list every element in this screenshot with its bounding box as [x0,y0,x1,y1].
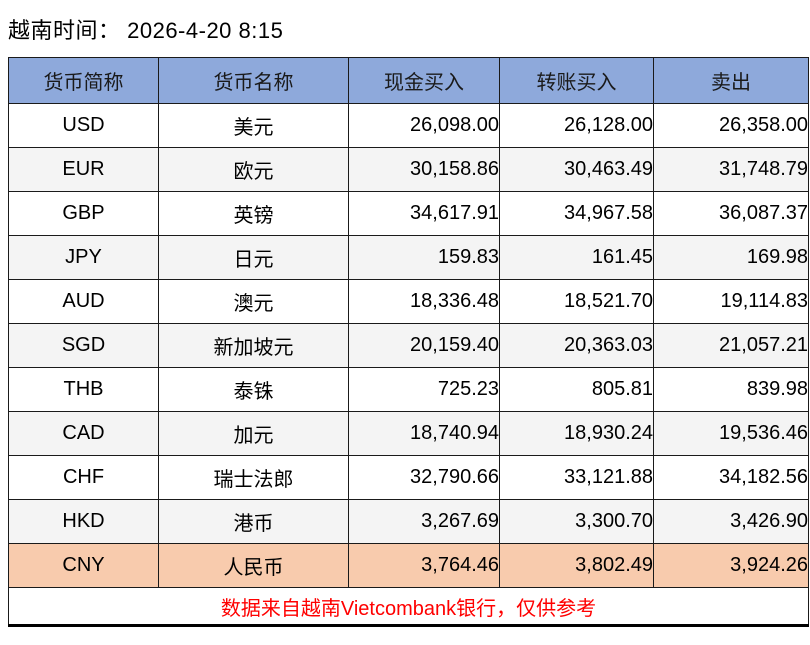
cell-cash_buy: 26,098.00 [348,103,500,148]
cell-transfer_buy: 3,300.70 [499,499,654,544]
table-body: USD 美元 26,098.00 26,128.00 26,358.00 EUR 欧元 30,… [8,103,809,588]
cell-name: 美元 [158,103,349,148]
cell-transfer_buy: 805.81 [499,367,654,412]
cell-cash_buy: 30,158.86 [348,147,500,192]
column-header: 货币名称 [158,57,349,104]
cell-cash_buy: 725.23 [348,367,500,412]
title-bar: 越南时间： 2026-4-20 8:15 [0,0,810,57]
column-header: 卖出 [653,57,809,104]
cell-code: EUR [8,147,159,192]
table-footer-row: 数据来自越南Vietcombank银行，仅供参考 [8,587,809,627]
exchange-rate-table: 货币简称 货币名称 现金买入 转账买入 卖出 USD 美元 26,098.00 26,128.… [8,57,809,627]
cell-code: SGD [8,323,159,368]
cell-sell: 26,358.00 [653,103,809,148]
cell-cash_buy: 3,267.69 [348,499,500,544]
table-row: THB 泰铢 725.23 805.81 839.98 [8,367,809,412]
cell-name: 欧元 [158,147,349,192]
cell-transfer_buy: 34,967.58 [499,191,654,236]
cell-sell: 34,182.56 [653,455,809,500]
cell-code: USD [8,103,159,148]
cell-code: CAD [8,411,159,456]
table-row: CHF 瑞士法郎 32,790.66 33,121.88 34,182.56 [8,455,809,500]
cell-name: 加元 [158,411,349,456]
cell-transfer_buy: 161.45 [499,235,654,280]
cell-code: AUD [8,279,159,324]
cell-name: 新加坡元 [158,323,349,368]
cell-transfer_buy: 3,802.49 [499,543,654,588]
cell-transfer_buy: 30,463.49 [499,147,654,192]
cell-sell: 169.98 [653,235,809,280]
cell-code: CHF [8,455,159,500]
cell-code: GBP [8,191,159,236]
table-row: USD 美元 26,098.00 26,128.00 26,358.00 [8,103,809,148]
cell-name: 瑞士法郎 [158,455,349,500]
table-head: 货币简称 货币名称 现金买入 转账买入 卖出 [8,57,809,104]
table-row: CAD 加元 18,740.94 18,930.24 19,536.46 [8,411,809,456]
table-row: EUR 欧元 30,158.86 30,463.49 31,748.79 [8,147,809,192]
cell-name: 港币 [158,499,349,544]
cell-code: JPY [8,235,159,280]
cell-transfer_buy: 20,363.03 [499,323,654,368]
cell-sell: 36,087.37 [653,191,809,236]
cell-sell: 21,057.21 [653,323,809,368]
cell-code: THB [8,367,159,412]
cell-transfer_buy: 26,128.00 [499,103,654,148]
table-row: HKD 港币 3,267.69 3,300.70 3,426.90 [8,499,809,544]
table-row: CNY 人民币 3,764.46 3,802.49 3,924.26 [8,543,809,588]
table-foot: 数据来自越南Vietcombank银行，仅供参考 [8,587,809,627]
column-header: 货币简称 [8,57,159,104]
table-header-row: 货币简称 货币名称 现金买入 转账买入 卖出 [8,57,809,104]
cell-cash_buy: 18,740.94 [348,411,500,456]
cell-sell: 19,114.83 [653,279,809,324]
table-row: AUD 澳元 18,336.48 18,521.70 19,114.83 [8,279,809,324]
cell-code: CNY [8,543,159,588]
source-note: 数据来自越南Vietcombank银行，仅供参考 [8,587,809,627]
cell-transfer_buy: 18,930.24 [499,411,654,456]
cell-cash_buy: 3,764.46 [348,543,500,588]
cell-name: 人民币 [158,543,349,588]
cell-transfer_buy: 33,121.88 [499,455,654,500]
cell-transfer_buy: 18,521.70 [499,279,654,324]
cell-cash_buy: 32,790.66 [348,455,500,500]
cell-name: 澳元 [158,279,349,324]
cell-sell: 839.98 [653,367,809,412]
cell-code: HKD [8,499,159,544]
cell-name: 英镑 [158,191,349,236]
cell-sell: 3,924.26 [653,543,809,588]
cell-sell: 31,748.79 [653,147,809,192]
cell-cash_buy: 18,336.48 [348,279,500,324]
table-row: SGD 新加坡元 20,159.40 20,363.03 21,057.21 [8,323,809,368]
cell-name: 泰铢 [158,367,349,412]
cell-sell: 19,536.46 [653,411,809,456]
cell-sell: 3,426.90 [653,499,809,544]
cell-cash_buy: 34,617.91 [348,191,500,236]
column-header: 转账买入 [499,57,654,104]
cell-cash_buy: 20,159.40 [348,323,500,368]
cell-cash_buy: 159.83 [348,235,500,280]
cell-name: 日元 [158,235,349,280]
column-header: 现金买入 [348,57,500,104]
table-row: JPY 日元 159.83 161.45 169.98 [8,235,809,280]
table-row: GBP 英镑 34,617.91 34,967.58 36,087.37 [8,191,809,236]
page-title: 越南时间： 2026-4-20 8:15 [8,17,284,43]
